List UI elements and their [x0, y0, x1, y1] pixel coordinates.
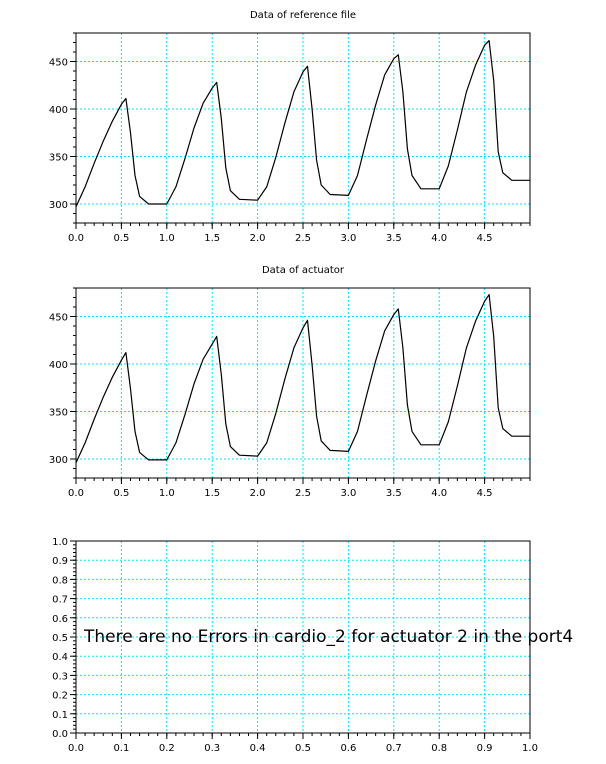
y-tick-label: 350 [49, 408, 68, 419]
series-line [75, 294, 530, 464]
y-tick-label: 0.5 [52, 633, 68, 644]
y-tick-label: 0.9 [52, 556, 68, 567]
x-tick-label: 0.2 [159, 743, 175, 754]
x-tick-label: 4.5 [477, 488, 493, 499]
plot-actuator: 0.0 0.5 1.0 1.5 2.0 2.5 3.0 3.5 4.0 4.5 300 350 400 4… [49, 265, 531, 499]
y-tick-label: 450 [49, 313, 68, 324]
x-tick-label: 0.0 [68, 488, 84, 499]
x-tick-label: 1.5 [204, 233, 220, 244]
x-tick-label: 0.5 [295, 743, 311, 754]
y-tick-label: 0.6 [52, 614, 68, 625]
x-tick-label: 3.5 [386, 233, 402, 244]
y-tick-label: 350 [49, 153, 68, 164]
x-tick-label: 3.0 [340, 233, 356, 244]
x-tick-label: 2.0 [250, 233, 266, 244]
x-tick-label: 2.0 [250, 488, 266, 499]
chart-title: Data of actuator [262, 265, 345, 276]
x-tick-label: 3.5 [386, 488, 402, 499]
y-tick-label: 450 [49, 58, 68, 69]
x-tick-label: 0.9 [477, 743, 493, 754]
x-tick-label: 1.0 [522, 743, 538, 754]
x-tick-label: 0.0 [68, 743, 84, 754]
y-tick-label: 0.0 [52, 729, 68, 740]
x-tick-label: 4.5 [477, 233, 493, 244]
y-tick-label: 0.3 [52, 671, 68, 682]
plot-error-status: 0.0 0.1 0.2 0.3 0.4 0.5 0.6 0.7 0.8 0.9 1.0 0.0 0.1 0… [52, 537, 573, 754]
y-tick-label: 400 [49, 105, 68, 116]
y-tick-label: 0.4 [52, 652, 68, 663]
y-tick-label: 0.1 [52, 710, 68, 721]
x-tick-label: 0.5 [113, 488, 129, 499]
x-tick-label: 0.1 [113, 743, 129, 754]
x-tick-label: 0.0 [68, 233, 84, 244]
x-tick-label: 0.3 [204, 743, 220, 754]
y-tick-label: 0.8 [52, 575, 68, 586]
chart-title: Data of reference file [250, 10, 356, 21]
x-tick-label: 3.0 [340, 488, 356, 499]
y-tick-label: 0.2 [52, 691, 68, 702]
x-tick-label: 0.7 [386, 743, 402, 754]
x-tick-label: 2.5 [295, 233, 311, 244]
y-tick-label: 0.7 [52, 595, 68, 606]
y-tick-label: 300 [49, 455, 68, 466]
x-tick-label: 0.5 [113, 233, 129, 244]
y-tick-label: 300 [49, 200, 68, 211]
plot-reference-file: 0.0 0.5 1.0 1.5 2.0 2.5 3.0 3.5 4.0 4.5 300 350 400 4… [49, 10, 531, 244]
x-tick-label: 1.0 [159, 488, 175, 499]
x-tick-label: 4.0 [431, 233, 447, 244]
x-tick-label: 0.4 [250, 743, 266, 754]
series-line [75, 39, 530, 208]
x-tick-label: 1.5 [204, 488, 220, 499]
x-tick-label: 0.6 [340, 743, 356, 754]
x-tick-label: 0.8 [431, 743, 447, 754]
y-tick-label: 1.0 [52, 537, 68, 548]
y-tick-label: 400 [49, 360, 68, 371]
error-status-message: There are no Errors in cardio_2 for actu… [83, 627, 573, 647]
x-tick-label: 4.0 [431, 488, 447, 499]
x-tick-label: 2.5 [295, 488, 311, 499]
x-tick-label: 1.0 [159, 233, 175, 244]
